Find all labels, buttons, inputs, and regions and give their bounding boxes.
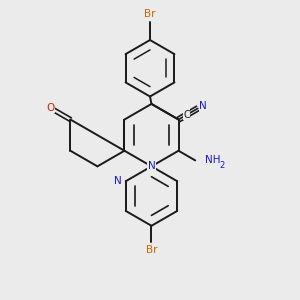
Text: 2: 2 <box>220 161 225 170</box>
Text: Br: Br <box>144 9 156 19</box>
Text: N: N <box>199 101 207 111</box>
Text: O: O <box>46 103 54 113</box>
Text: NH: NH <box>205 155 220 165</box>
Text: N: N <box>148 161 155 171</box>
Text: N: N <box>114 176 122 186</box>
Text: C: C <box>183 110 190 120</box>
Text: Br: Br <box>146 245 157 256</box>
